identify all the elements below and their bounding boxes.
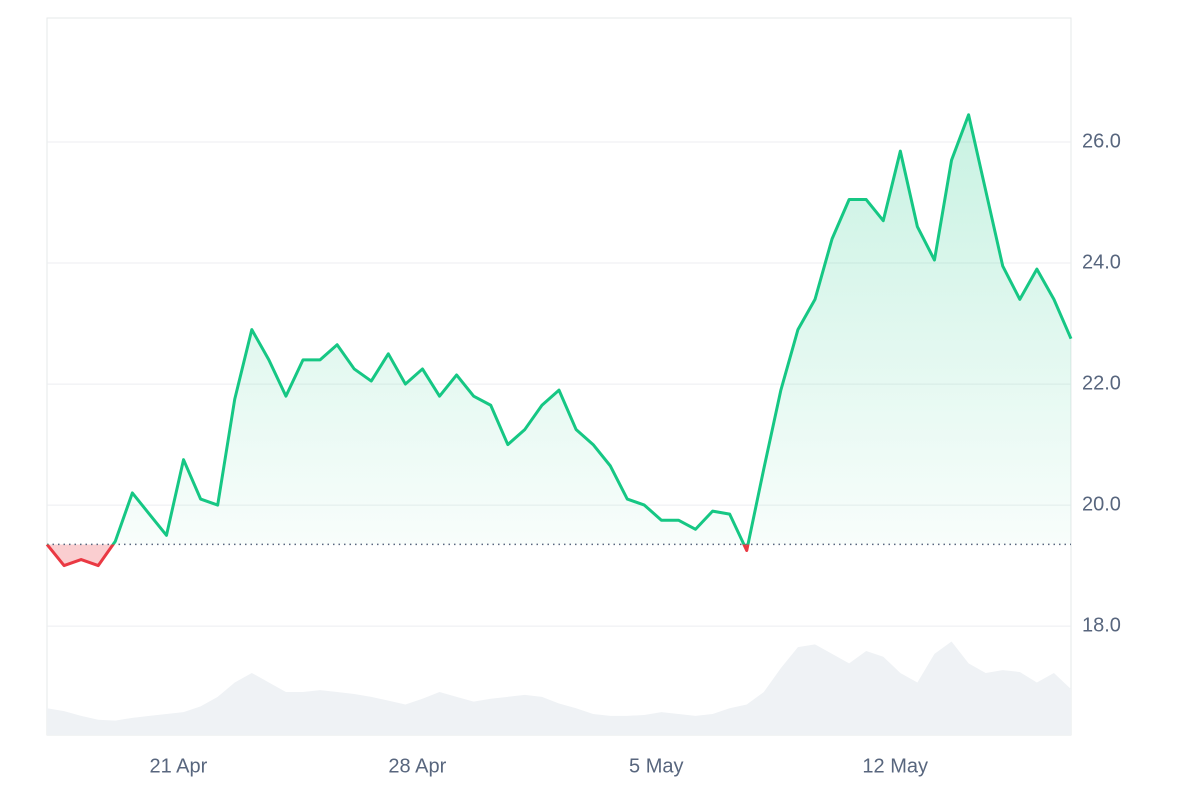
x-tick-label: 21 Apr	[149, 755, 207, 777]
x-tick-label: 28 Apr	[388, 755, 446, 777]
price-area	[47, 114, 1071, 566]
price-line	[45, 113, 1073, 568]
y-tick-label: 18.0	[1082, 614, 1121, 636]
y-tick-label: 26.0	[1082, 130, 1121, 152]
x-tick-label: 12 May	[862, 755, 928, 777]
volume-area	[47, 641, 1071, 735]
y-tick-label: 24.0	[1082, 251, 1121, 273]
y-tick-label: 22.0	[1082, 372, 1121, 394]
x-tick-label: 5 May	[629, 755, 683, 777]
y-tick-label: 20.0	[1082, 493, 1121, 515]
